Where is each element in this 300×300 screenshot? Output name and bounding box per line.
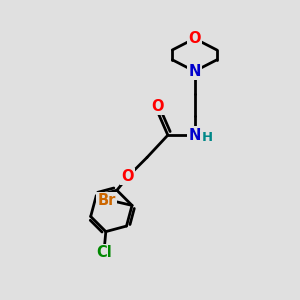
Text: N: N (188, 64, 201, 79)
Text: O: O (151, 98, 164, 113)
Text: N: N (188, 128, 201, 142)
Text: O: O (188, 31, 201, 46)
Text: Br: Br (98, 194, 116, 208)
Text: O: O (122, 169, 134, 184)
Text: Cl: Cl (97, 245, 112, 260)
Text: H: H (202, 131, 213, 144)
